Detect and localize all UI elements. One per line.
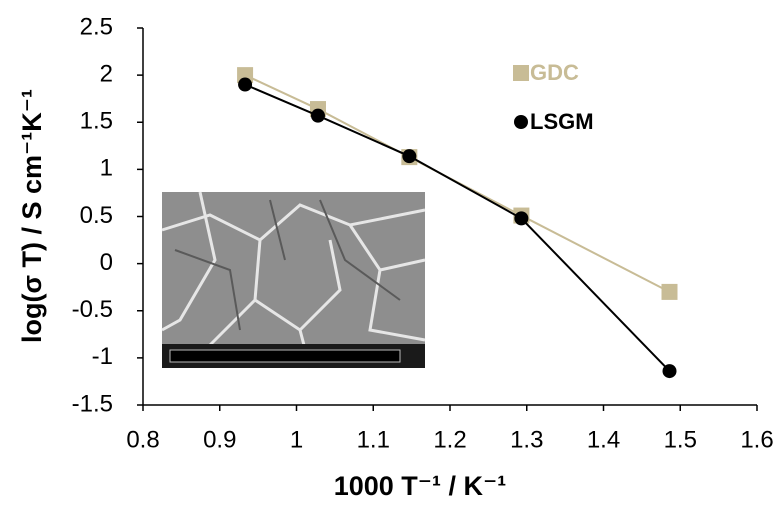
y-tick-label: 2.5 <box>80 13 113 40</box>
y-tick-label: 2 <box>100 60 113 87</box>
y-tick-label: 0 <box>100 249 113 276</box>
data-point <box>514 211 529 226</box>
x-tick-label: 1.2 <box>433 426 466 453</box>
x-tick-label: 1.6 <box>740 426 773 453</box>
y-tick-label: 1.5 <box>80 108 113 135</box>
x-tick-label: 1.1 <box>357 426 390 453</box>
x-tick-label: 0.9 <box>203 426 236 453</box>
y-tick-label: 1 <box>100 155 113 182</box>
data-point <box>661 283 678 300</box>
y-tick-label: 0.5 <box>80 202 113 229</box>
x-tick-label: 1.3 <box>510 426 543 453</box>
x-axis-title: 1000 T⁻¹ / K⁻¹ <box>334 471 507 501</box>
legend-label: GDC <box>530 60 579 85</box>
data-point <box>238 77 253 92</box>
x-tick-label: 0.8 <box>126 426 159 453</box>
data-point <box>310 108 325 123</box>
y-tick-label: -1.5 <box>72 390 113 417</box>
legend-marker <box>513 65 529 81</box>
data-point <box>662 364 677 379</box>
legend-label: LSGM <box>530 109 594 134</box>
y-axis-title: log(σ T) / S cm⁻¹K⁻¹ <box>17 89 47 343</box>
y-tick-label: -1 <box>92 343 113 370</box>
y-tick-label: -0.5 <box>72 296 113 323</box>
x-tick-label: 1.4 <box>587 426 620 453</box>
x-tick-label: 1.5 <box>664 426 697 453</box>
data-point <box>402 149 417 164</box>
legend-marker <box>514 115 528 129</box>
inset-image <box>161 191 426 369</box>
x-tick-label: 1 <box>290 426 303 453</box>
